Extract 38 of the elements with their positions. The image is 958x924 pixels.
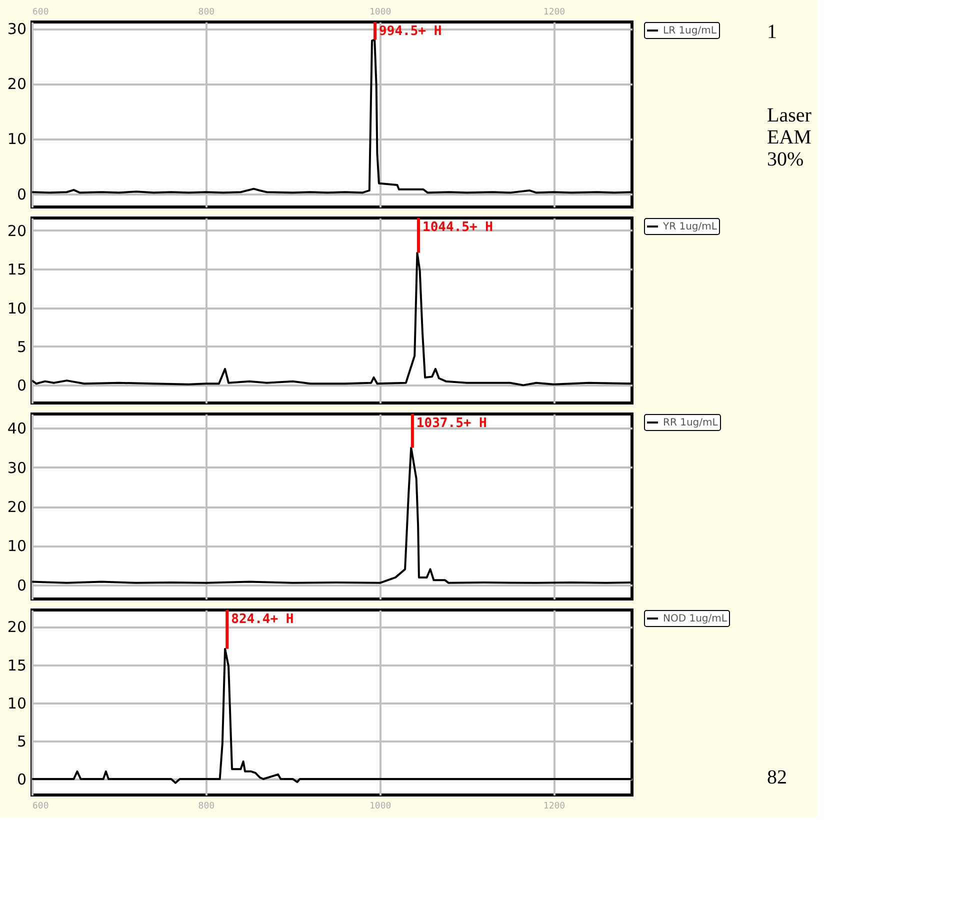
- y-tick-label: 30: [7, 20, 26, 38]
- y-tick-label: 20: [7, 618, 26, 636]
- y-tick-label: 15: [7, 260, 26, 279]
- annotation: 994.5+ H: [379, 24, 442, 39]
- y-tick-label: 10: [7, 299, 26, 318]
- y-tick-label: 30: [7, 458, 26, 477]
- legend-label: LR 1ug/mL: [663, 26, 717, 36]
- x-tick-label: 800: [198, 8, 215, 18]
- y-tick-label: 10: [7, 694, 26, 712]
- annotation: 1037.5+ H: [416, 416, 487, 431]
- text: Laser EAM 30%: [767, 104, 812, 170]
- legend-label: YR 1ug/mL: [662, 222, 718, 232]
- y-tick-label: 40: [7, 420, 26, 438]
- annotation: 824.4+ H: [231, 612, 294, 627]
- text: 1: [767, 21, 777, 43]
- legend-label: NOD 1ug/mL: [663, 614, 728, 624]
- annotation: 1044.5+ H: [422, 220, 493, 235]
- x-tick-label: 1000: [369, 8, 392, 18]
- x-tick-label: 600: [32, 8, 49, 18]
- x-tick-label: 600: [32, 802, 49, 812]
- y-tick-label: 0: [16, 185, 26, 204]
- text: 82: [767, 766, 787, 788]
- y-tick-label: 20: [7, 498, 26, 516]
- y-tick-label: 10: [7, 130, 26, 148]
- y-tick-label: 0: [16, 770, 26, 789]
- y-tick-label: 0: [16, 576, 26, 594]
- y-tick-label: 10: [7, 537, 26, 556]
- y-tick-label: 15: [7, 656, 26, 674]
- y-tick-label: 20: [7, 222, 26, 240]
- legend-label: RR 1ug/mL: [663, 418, 718, 428]
- y-tick-label: 0: [16, 376, 26, 395]
- x-tick-label: 1200: [543, 802, 566, 812]
- y-tick-label: 5: [16, 732, 26, 750]
- y-tick-label: 5: [16, 338, 26, 356]
- y-tick-label: 20: [7, 75, 26, 94]
- x-tick-label: 800: [198, 802, 215, 812]
- x-tick-label: 1000: [369, 802, 392, 812]
- x-tick-label: 1200: [543, 8, 566, 18]
